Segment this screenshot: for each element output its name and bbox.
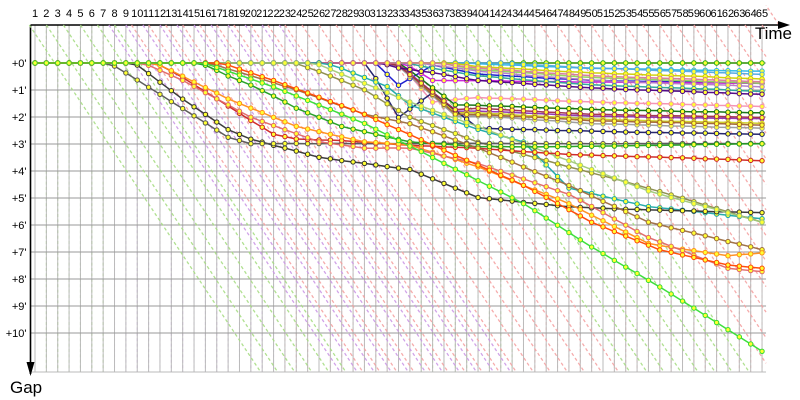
svg-text:Time: Time — [755, 24, 792, 43]
svg-text:+8': +8' — [12, 274, 27, 286]
svg-text:9: 9 — [123, 8, 129, 20]
svg-text:6: 6 — [89, 8, 95, 20]
svg-text:+4': +4' — [12, 166, 27, 178]
svg-text:2: 2 — [43, 8, 49, 20]
svg-text:+7': +7' — [12, 247, 27, 259]
svg-text:3: 3 — [55, 8, 61, 20]
svg-text:65: 65 — [756, 8, 768, 20]
svg-text:+0': +0' — [12, 58, 27, 70]
svg-text:+3': +3' — [12, 139, 27, 151]
svg-text:+5': +5' — [12, 193, 27, 205]
svg-text:Gap: Gap — [10, 378, 42, 397]
svg-text:1: 1 — [32, 8, 38, 20]
svg-text:8: 8 — [111, 8, 117, 20]
svg-text:+9': +9' — [12, 301, 27, 313]
svg-text:+10': +10' — [6, 328, 27, 340]
svg-text:10: 10 — [131, 8, 143, 20]
svg-text:5: 5 — [77, 8, 83, 20]
svg-text:+1': +1' — [12, 85, 27, 97]
svg-text:+2': +2' — [12, 112, 27, 124]
svg-text:+6': +6' — [12, 220, 27, 232]
svg-text:11: 11 — [143, 8, 154, 20]
svg-text:7: 7 — [100, 8, 106, 20]
svg-text:4: 4 — [66, 8, 72, 20]
